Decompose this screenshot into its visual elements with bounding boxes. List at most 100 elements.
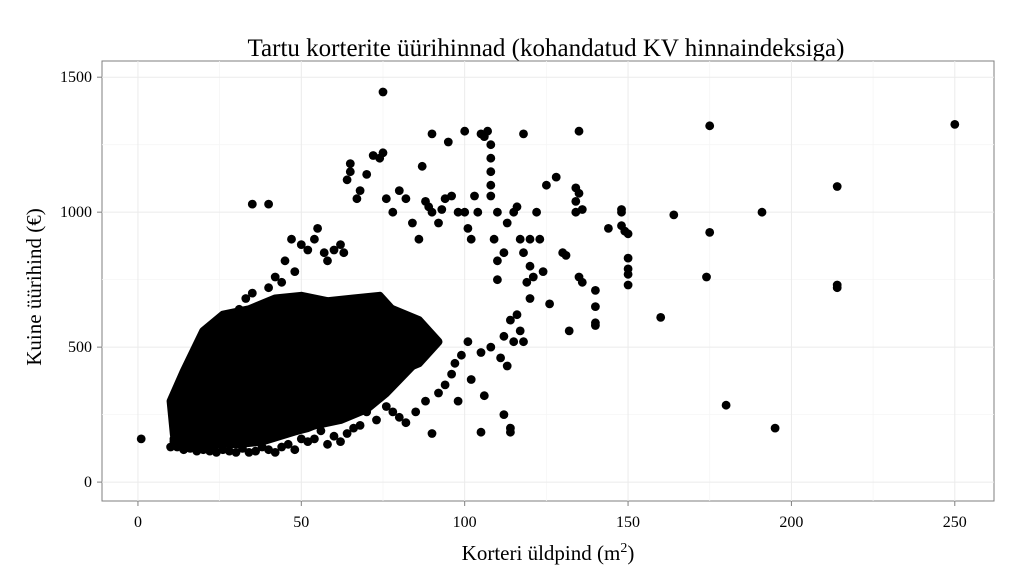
data-point xyxy=(185,402,195,411)
data-point xyxy=(577,205,587,214)
data-point xyxy=(479,391,489,401)
data-point xyxy=(450,358,460,368)
data-point xyxy=(486,140,496,150)
data-point xyxy=(499,410,509,419)
data-point xyxy=(542,180,551,190)
data-point xyxy=(247,199,257,209)
data-point xyxy=(394,412,404,422)
data-point xyxy=(515,326,525,336)
data-point xyxy=(280,256,290,266)
data-point xyxy=(313,224,322,233)
data-point xyxy=(453,207,463,217)
data-point xyxy=(225,315,234,325)
data-point xyxy=(434,388,443,398)
data-point xyxy=(502,218,512,228)
data-point xyxy=(476,348,486,357)
data-point xyxy=(486,167,496,177)
data-point xyxy=(574,126,584,136)
data-point xyxy=(656,313,666,322)
data-point xyxy=(323,439,332,449)
data-point xyxy=(427,429,437,438)
data-point xyxy=(316,426,326,436)
data-point xyxy=(483,126,492,136)
data-point xyxy=(460,207,470,217)
data-point xyxy=(522,277,532,287)
data-point xyxy=(493,275,502,285)
data-point xyxy=(247,288,257,298)
data-point xyxy=(342,429,352,438)
data-point xyxy=(310,434,319,444)
data-point xyxy=(493,207,502,217)
y-axis-label: Kuine üürihind (€) xyxy=(22,208,46,365)
data-point xyxy=(172,404,182,414)
y-tick-label: 0 xyxy=(84,474,92,491)
data-point xyxy=(463,224,473,233)
data-point xyxy=(623,269,633,279)
data-point xyxy=(136,434,146,444)
data-point xyxy=(198,375,208,384)
data-point xyxy=(551,172,561,182)
data-point xyxy=(381,194,391,204)
data-point xyxy=(345,167,355,177)
data-point xyxy=(950,120,960,129)
data-point xyxy=(545,299,554,309)
data-point xyxy=(705,228,715,237)
data-point xyxy=(427,129,437,139)
data-point xyxy=(192,446,202,456)
data-point xyxy=(466,234,476,244)
data-point xyxy=(234,304,244,314)
data-point xyxy=(296,434,306,444)
data-point xyxy=(238,321,247,330)
data-point xyxy=(702,272,711,282)
data-point xyxy=(604,224,613,233)
data-point xyxy=(381,402,391,411)
data-point xyxy=(832,283,842,293)
data-point xyxy=(591,302,600,311)
x-tick-label: 250 xyxy=(943,514,967,531)
data-point xyxy=(532,207,541,217)
data-point xyxy=(310,234,319,244)
data-point xyxy=(506,427,515,437)
data-point xyxy=(519,248,528,258)
data-point xyxy=(466,375,476,384)
data-point xyxy=(323,256,332,266)
data-point xyxy=(473,207,483,217)
data-point xyxy=(251,310,260,320)
data-point xyxy=(411,407,421,417)
data-point xyxy=(231,337,241,347)
data-point xyxy=(329,431,339,441)
data-point xyxy=(617,207,626,217)
data-point xyxy=(231,448,241,457)
data-point xyxy=(296,240,306,250)
data-point xyxy=(319,248,329,258)
data-point xyxy=(401,418,411,428)
data-points xyxy=(136,87,960,457)
data-point xyxy=(538,267,548,276)
data-point xyxy=(496,353,505,363)
data-point xyxy=(264,199,273,209)
data-point xyxy=(192,388,202,398)
data-point xyxy=(515,234,525,244)
y-tick-label: 1500 xyxy=(60,69,92,86)
data-point xyxy=(486,153,496,163)
data-point xyxy=(434,218,443,228)
x-axis-label-superscript: 2 xyxy=(620,541,627,556)
data-point xyxy=(427,207,437,217)
data-point xyxy=(623,229,633,239)
data-point xyxy=(470,191,479,201)
data-point xyxy=(349,423,358,433)
data-point xyxy=(457,350,466,360)
data-point xyxy=(519,337,528,347)
data-point xyxy=(447,191,456,201)
data-point xyxy=(443,137,453,147)
data-point xyxy=(721,400,731,410)
data-point xyxy=(388,407,398,417)
data-point xyxy=(564,326,574,336)
data-point xyxy=(577,277,587,287)
data-point xyxy=(489,234,499,244)
x-axis: 0 50 100 150 200 250 xyxy=(134,501,967,531)
data-point xyxy=(212,361,221,371)
data-point xyxy=(355,186,365,196)
data-point xyxy=(486,191,496,201)
